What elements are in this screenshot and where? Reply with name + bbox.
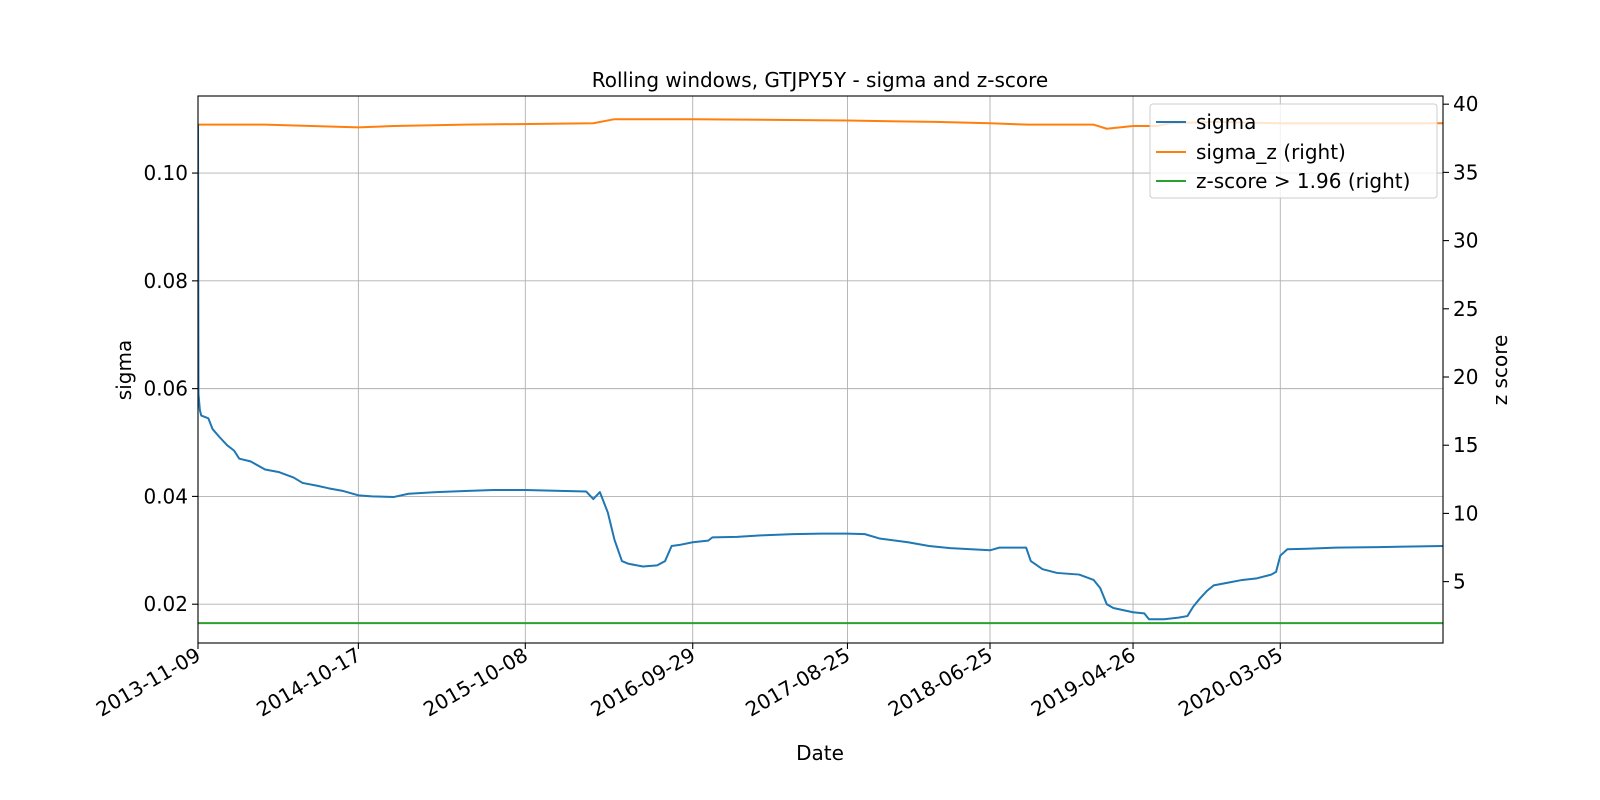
- x-tick-label: 2014-10-17: [252, 643, 365, 722]
- chart-title: Rolling windows, GTJPY5Y - sigma and z-s…: [592, 68, 1048, 92]
- legend-label-sigma-z: sigma_z (right): [1196, 140, 1346, 164]
- x-tick-label: 2013-11-09: [92, 643, 205, 722]
- y-axis-right-label: z score: [1488, 335, 1512, 406]
- legend-label-threshold: z-score > 1.96 (right): [1196, 169, 1410, 193]
- series-line-sigma: [198, 124, 1443, 621]
- y-right-tick-label: 35: [1453, 160, 1478, 184]
- x-axis-label: Date: [796, 741, 844, 765]
- legend: sigma sigma_z (right) z-score > 1.96 (ri…: [1149, 103, 1438, 199]
- x-tick-label: 2016-09-29: [587, 643, 700, 722]
- y-axis-label: sigma: [112, 340, 136, 400]
- x-tick-label: 2015-10-08: [419, 643, 532, 722]
- x-tick-label: 2017-08-25: [741, 643, 854, 722]
- y-right-tick-label: 10: [1453, 501, 1478, 525]
- y-right-tick-label: 20: [1453, 365, 1478, 389]
- y-tick-label: 0.10: [143, 161, 188, 185]
- y-right-tick-label: 40: [1453, 92, 1478, 116]
- x-tick-label: 2020-03-05: [1174, 643, 1287, 722]
- y-right-tick-label: 25: [1453, 297, 1478, 321]
- y-tick-label: 0.08: [143, 269, 188, 293]
- y-right-tick-label: 15: [1453, 433, 1478, 457]
- y-tick-label: 0.06: [143, 377, 188, 401]
- y-tick-label: 0.02: [143, 592, 188, 616]
- y-right-tick-label: 30: [1453, 229, 1478, 253]
- x-tick-label: 2018-06-25: [884, 643, 997, 722]
- x-tick-label: 2019-04-26: [1027, 643, 1140, 722]
- y-tick-label: 0.04: [143, 484, 188, 508]
- y-right-tick-label: 5: [1453, 570, 1466, 594]
- legend-box: [1149, 103, 1438, 199]
- legend-label-sigma: sigma: [1196, 110, 1256, 134]
- plot-frame: [197, 95, 1444, 644]
